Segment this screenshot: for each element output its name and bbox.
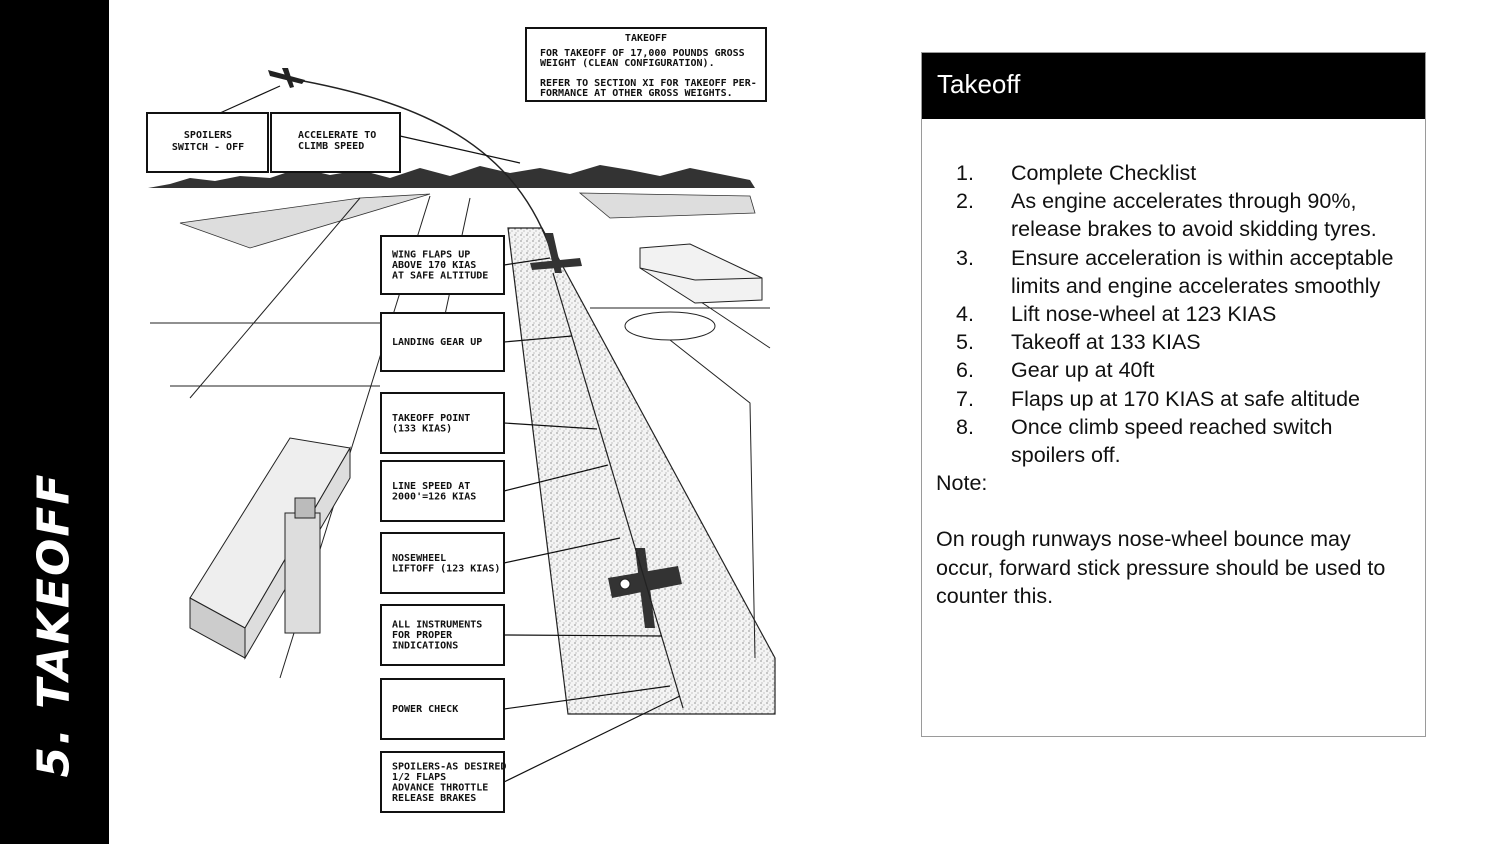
procedure-label: AT SAFE ALTITUDE [392, 271, 488, 282]
procedure-label: 1/2 FLAPS [392, 772, 446, 783]
step-text: Lift nose-wheel at 123 KIAS [1011, 302, 1277, 327]
step-item: 2. As engine accelerates through 90%, rel… [936, 187, 1411, 243]
procedure-label: ABOVE 170 KIAS [392, 260, 476, 271]
procedure-label: ADVANCE THROTTLE [392, 782, 488, 793]
leader-line [503, 335, 573, 343]
step-number: 6. [956, 358, 974, 383]
header-box-line: REFER TO SECTION XI FOR TAKEOFF PER- [540, 78, 757, 89]
header-box-title: TAKEOFF [625, 33, 667, 44]
procedure-label: FOR PROPER [392, 630, 453, 641]
note-label: Note: [936, 471, 988, 496]
label-texts: TAKEOFF FOR TAKEOFF OF 17,000 POUNDS GROS… [172, 33, 757, 804]
procedure-box [380, 751, 505, 813]
sidebar: 5. TAKEOFF [0, 0, 109, 844]
field-right [578, 192, 756, 219]
leader-line [503, 685, 671, 710]
step-item: 6. Gear up at 40ft [936, 356, 1411, 384]
leader-line [503, 464, 609, 492]
leader-line [219, 85, 281, 114]
procedure-label: LIFTOFF (123 KIAS) [392, 563, 500, 574]
procedure-label: WING FLAPS UP [392, 250, 470, 261]
step-text: Ensure acceleration is within acceptable… [1011, 245, 1394, 298]
runway [507, 227, 776, 715]
step-number: 4. [956, 302, 974, 327]
header-box-line: FOR TAKEOFF OF 17,000 POUNDS GROSS [540, 48, 745, 59]
step-text: Complete Checklist [1011, 161, 1197, 185]
step-number: 7. [956, 386, 974, 411]
step-number: 3. [956, 245, 974, 270]
field-left [179, 193, 431, 249]
step-item: 1. Complete Checklist [936, 159, 1411, 187]
procedure-box [380, 235, 505, 295]
spoilers-off-label: SPOILERS [184, 130, 232, 141]
card-title: Takeoff [922, 53, 1425, 119]
procedure-box [380, 312, 505, 372]
procedure-box [380, 604, 505, 666]
steps-list: 1. Complete Checklist 2. As engine accelera… [936, 159, 1411, 469]
hangar [639, 243, 763, 304]
step-text: As engine accelerates through 90%, relea… [1011, 189, 1377, 242]
header-box-line: WEIGHT (CLEAN CONFIGURATION). [540, 58, 715, 69]
procedure-label: RELEASE BRAKES [392, 793, 476, 804]
note-text: On rough runways nose-wheel bounce may o… [936, 527, 1386, 608]
header-box-line: FORMANCE AT OTHER GROSS WEIGHTS. [540, 88, 733, 99]
step-item: 5. Takeoff at 133 KIAS [936, 328, 1411, 356]
leader-line [399, 135, 521, 164]
procedure-label: LANDING GEAR UP [392, 337, 482, 348]
leader-line [503, 695, 681, 783]
procedure-box [380, 678, 505, 740]
terminal-building [189, 437, 351, 660]
aircraft-rotating [530, 233, 582, 273]
step-text: Gear up at 40ft [1011, 358, 1155, 383]
step-item: 7. Flaps up at 170 KIAS at safe altitude [936, 385, 1411, 413]
takeoff-diagram: TAKEOFF FOR TAKEOFF OF 17,000 POUNDS GROS… [130, 18, 780, 814]
step-number: 2. [956, 189, 974, 214]
leader-line [503, 634, 663, 637]
step-item: 3. Ensure acceleration is within acceptab… [936, 244, 1411, 300]
spoilers-off-box [146, 112, 269, 173]
leader-line [503, 422, 598, 430]
step-number: 1. [956, 161, 974, 185]
procedure-box [380, 460, 505, 522]
procedure-label: (133 KIAS) [392, 423, 452, 434]
accelerate-label: CLIMB SPEED [298, 141, 364, 152]
section-title: 5. TAKEOFF [28, 472, 80, 778]
procedure-label: INDICATIONS [392, 641, 458, 652]
circle-pad [624, 311, 716, 341]
procedure-label: ALL INSTRUMENTS [392, 620, 482, 631]
procedure-label: TAKEOFF POINT [392, 413, 470, 424]
step-number: 5. [956, 330, 974, 355]
spoilers-off-label: SWITCH - OFF [172, 142, 244, 153]
procedure-label: SPOILERS-AS DESIRED [392, 761, 506, 772]
label-boxes [146, 85, 681, 813]
step-number: 8. [956, 414, 974, 439]
accelerate-box [270, 112, 401, 173]
procedure-label: NOSEWHEEL [392, 553, 446, 564]
climb-path [274, 75, 551, 249]
step-item: 8. Once climb speed reached switch spoile… [936, 413, 1411, 469]
procedure-label: 2000'=126 KIAS [392, 491, 476, 502]
takeoff-card: Takeoff 1. Complete Checklist 2. As engine … [921, 52, 1426, 737]
step-text: Flaps up at 170 KIAS at safe altitude [1011, 386, 1360, 411]
procedure-label: POWER CHECK [392, 704, 458, 715]
step-text: Takeoff at 133 KIAS [1011, 330, 1201, 355]
procedure-label: LINE SPEED AT [392, 481, 470, 492]
accelerate-label: ACCELERATE TO [298, 130, 376, 141]
leader-line [503, 537, 621, 564]
header-box [525, 27, 767, 102]
step-item: 4. Lift nose-wheel at 123 KIAS [936, 300, 1411, 328]
leader-line [503, 257, 551, 266]
step-text: Once climb speed reached switch spoilers… [1011, 414, 1333, 468]
aircraft-airborne [268, 68, 305, 88]
card-body: 1. Complete Checklist 2. As engine accelera… [922, 119, 1425, 610]
takeoff-diagram-svg: TAKEOFF FOR TAKEOFF OF 17,000 POUNDS GROS… [146, 27, 776, 813]
